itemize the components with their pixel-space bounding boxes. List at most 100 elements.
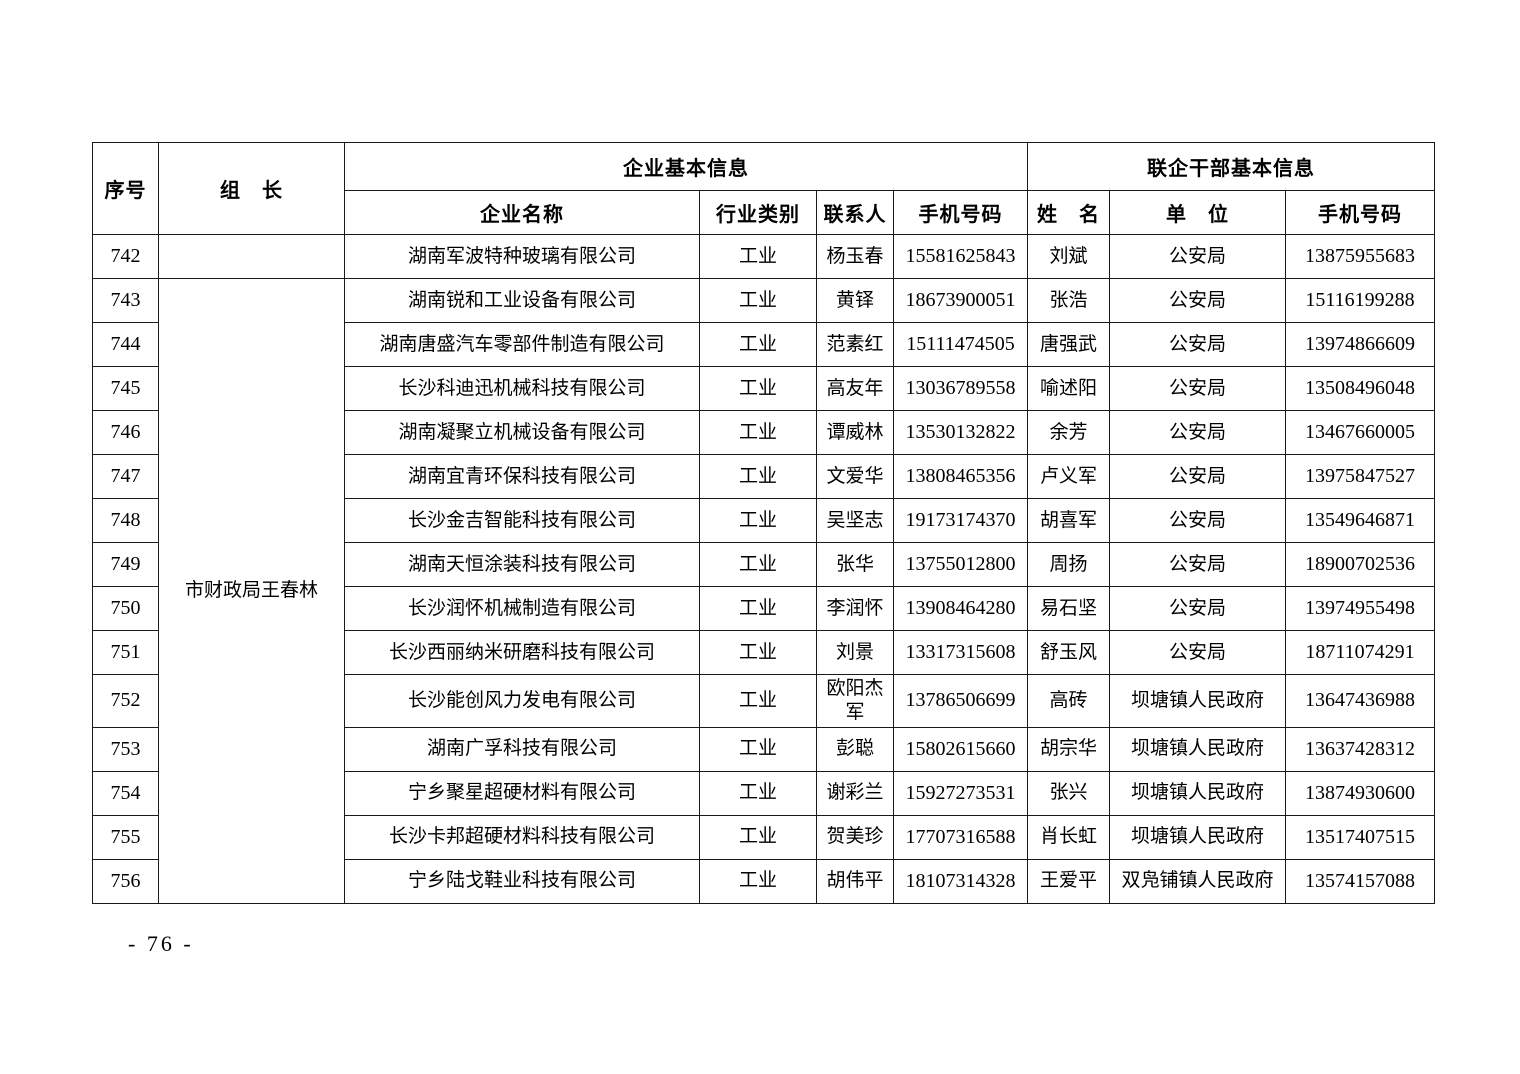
cell-cadre-unit: 坝塘镇人民政府 — [1109, 770, 1286, 816]
table-row: 752 长沙能创风力发电有限公司 工业 欧阳杰军 13786506699 高砖 坝塘镇人民政… — [92, 674, 1436, 728]
cell-seq: 752 — [92, 674, 159, 728]
cell-contact: 谭威林 — [816, 410, 894, 455]
cell-seq: 744 — [92, 322, 159, 367]
cell-industry: 工业 — [699, 366, 817, 411]
cell-contact-phone: 13755012800 — [893, 542, 1028, 587]
page-number: - 76 - — [128, 931, 194, 956]
cell-cadre-name: 舒玉风 — [1027, 630, 1110, 675]
header-cadre-phone: 手机号码 — [1284, 190, 1436, 235]
cell-industry: 工业 — [699, 674, 817, 728]
cell-industry: 工业 — [699, 454, 817, 499]
header-contact-phone: 手机号码 — [893, 190, 1028, 235]
cell-company: 长沙润怀机械制造有限公司 — [344, 586, 700, 631]
cell-industry: 工业 — [699, 322, 817, 367]
cell-contact-phone: 18673900051 — [893, 278, 1028, 323]
table-row: 745 长沙科迪迅机械科技有限公司 工业 高友年 13036789558 喻述阳 公安局 13… — [92, 366, 1436, 411]
cell-contact: 胡伟平 — [816, 858, 894, 904]
cell-industry: 工业 — [699, 410, 817, 455]
cell-contact: 李润怀 — [816, 586, 894, 631]
cell-cadre-name: 余芳 — [1027, 410, 1110, 455]
cell-contact-phone: 18107314328 — [893, 858, 1028, 904]
cell-leader-empty — [158, 234, 345, 279]
cell-cadre-phone: 13637428312 — [1284, 726, 1436, 772]
cell-company: 湖南锐和工业设备有限公司 — [344, 278, 700, 323]
table-body: 742 湖南军波特种玻璃有限公司 工业 杨玉春 15581625843 刘斌 公安局 1387… — [92, 234, 1436, 904]
cell-cadre-unit: 公安局 — [1109, 586, 1286, 631]
cell-contact: 刘景 — [816, 630, 894, 675]
cell-contact-phone: 13786506699 — [893, 674, 1028, 728]
cell-cadre-phone: 13574157088 — [1284, 858, 1436, 904]
cell-industry: 工业 — [699, 542, 817, 587]
table-header: 序号 组 长 企业基本信息 联企干部基本信息 企业名称 行业类别 联系人 手机号… — [92, 142, 1436, 235]
table-row: 748 长沙金吉智能科技有限公司 工业 吴坚志 19173174370 胡喜军 公安局 135… — [92, 498, 1436, 543]
cell-cadre-phone: 13549646871 — [1284, 498, 1436, 543]
cell-cadre-unit: 公安局 — [1109, 366, 1286, 411]
table-row: 756 宁乡陆戈鞋业科技有限公司 工业 胡伟平 18107314328 王爱平 双凫铺镇人民… — [92, 858, 1436, 904]
cell-seq: 754 — [92, 770, 159, 816]
cell-contact-phone: 15581625843 — [893, 234, 1028, 279]
cell-cadre-phone: 13508496048 — [1284, 366, 1436, 411]
cell-industry: 工业 — [699, 726, 817, 772]
cell-company: 宁乡聚星超硬材料有限公司 — [344, 770, 700, 816]
cell-cadre-unit: 公安局 — [1109, 322, 1286, 367]
cell-seq: 742 — [92, 234, 159, 279]
header-contact-person: 联系人 — [816, 190, 894, 235]
cell-cadre-unit: 坝塘镇人民政府 — [1109, 674, 1286, 728]
cell-contact-phone: 15927273531 — [893, 770, 1028, 816]
cell-contact-phone: 15111474505 — [893, 322, 1028, 367]
table-row: 754 宁乡聚星超硬材料有限公司 工业 谢彩兰 15927273531 张兴 坝塘镇人民政府… — [92, 770, 1436, 816]
cell-cadre-unit: 公安局 — [1109, 630, 1286, 675]
cell-contact: 欧阳杰军 — [816, 674, 894, 728]
cell-contact-phone: 17707316588 — [893, 814, 1028, 860]
cell-contact: 范素红 — [816, 322, 894, 367]
cell-industry: 工业 — [699, 586, 817, 631]
cell-contact: 贺美珍 — [816, 814, 894, 860]
cell-contact-phone: 15802615660 — [893, 726, 1028, 772]
enterprise-cadre-table: 序号 组 长 企业基本信息 联企干部基本信息 企业名称 行业类别 联系人 手机号… — [92, 142, 1436, 904]
table-row: 743 市财政局王春林 湖南锐和工业设备有限公司 工业 黄铎 18673900051 张浩公… — [92, 278, 1436, 904]
table-header-row-columns: 企业名称 行业类别 联系人 手机号码 姓 名 单 位 手机号码 — [93, 190, 1436, 235]
cell-seq: 745 — [92, 366, 159, 411]
cell-industry: 工业 — [699, 278, 817, 323]
cell-cadre-phone: 13647436988 — [1284, 674, 1436, 728]
cell-cadre-unit: 公安局 — [1109, 234, 1286, 279]
cell-seq: 747 — [92, 454, 159, 499]
cell-company: 湖南宜青环保科技有限公司 — [344, 454, 700, 499]
cell-contact: 谢彩兰 — [816, 770, 894, 816]
table-row: 747 湖南宜青环保科技有限公司 工业 文爱华 13808465356 卢义军 公安局 139… — [92, 454, 1436, 499]
cell-cadre-name: 高砖 — [1027, 674, 1110, 728]
cell-contact-phone: 13317315608 — [893, 630, 1028, 675]
cell-seq: 743 — [92, 278, 159, 323]
cell-cadre-unit: 公安局 — [1109, 542, 1286, 587]
cell-cadre-phone: 13875955683 — [1284, 234, 1436, 279]
cell-industry: 工业 — [699, 630, 817, 675]
cell-company: 湖南天恒涂装科技有限公司 — [344, 542, 700, 587]
cell-cadre-name: 肖长虹 — [1027, 814, 1110, 860]
cell-company: 长沙科迪迅机械科技有限公司 — [344, 366, 700, 411]
cell-cadre-name: 卢义军 — [1027, 454, 1110, 499]
cell-cadre-unit: 公安局 — [1109, 410, 1286, 455]
cell-cadre-name: 周扬 — [1027, 542, 1110, 587]
cell-seq: 751 — [92, 630, 159, 675]
cell-industry: 工业 — [699, 814, 817, 860]
cell-cadre-name: 张兴 — [1027, 770, 1110, 816]
table-row: 746 湖南凝聚立机械设备有限公司 工业 谭威林 13530132822 余芳 公安局 134… — [92, 410, 1436, 455]
cell-cadre-name: 张浩 — [1027, 278, 1110, 323]
cell-contact: 吴坚志 — [816, 498, 894, 543]
cell-cadre-phone: 18711074291 — [1284, 630, 1436, 675]
cell-company: 长沙能创风力发电有限公司 — [344, 674, 700, 728]
cell-cadre-phone: 13874930600 — [1284, 770, 1436, 816]
cell-contact: 黄铎 — [816, 278, 894, 323]
cell-industry: 工业 — [699, 770, 817, 816]
cell-cadre-phone: 13517407515 — [1284, 814, 1436, 860]
cell-cadre-unit: 公安局 — [1109, 498, 1286, 543]
cell-contact-phone: 13908464280 — [893, 586, 1028, 631]
cell-company: 长沙西丽纳米研磨科技有限公司 — [344, 630, 700, 675]
table-header-row-groups: 序号 组 长 企业基本信息 联企干部基本信息 — [92, 142, 1436, 235]
table-row: 742 湖南军波特种玻璃有限公司 工业 杨玉春 15581625843 刘斌 公安局 1387… — [92, 234, 1436, 279]
cell-company: 湖南广孚科技有限公司 — [344, 726, 700, 772]
cell-cadre-phone: 15116199288 — [1284, 278, 1436, 323]
header-cadre-unit: 单 位 — [1109, 190, 1286, 235]
cell-cadre-phone: 13974955498 — [1284, 586, 1436, 631]
cell-company: 湖南唐盛汽车零部件制造有限公司 — [344, 322, 700, 367]
